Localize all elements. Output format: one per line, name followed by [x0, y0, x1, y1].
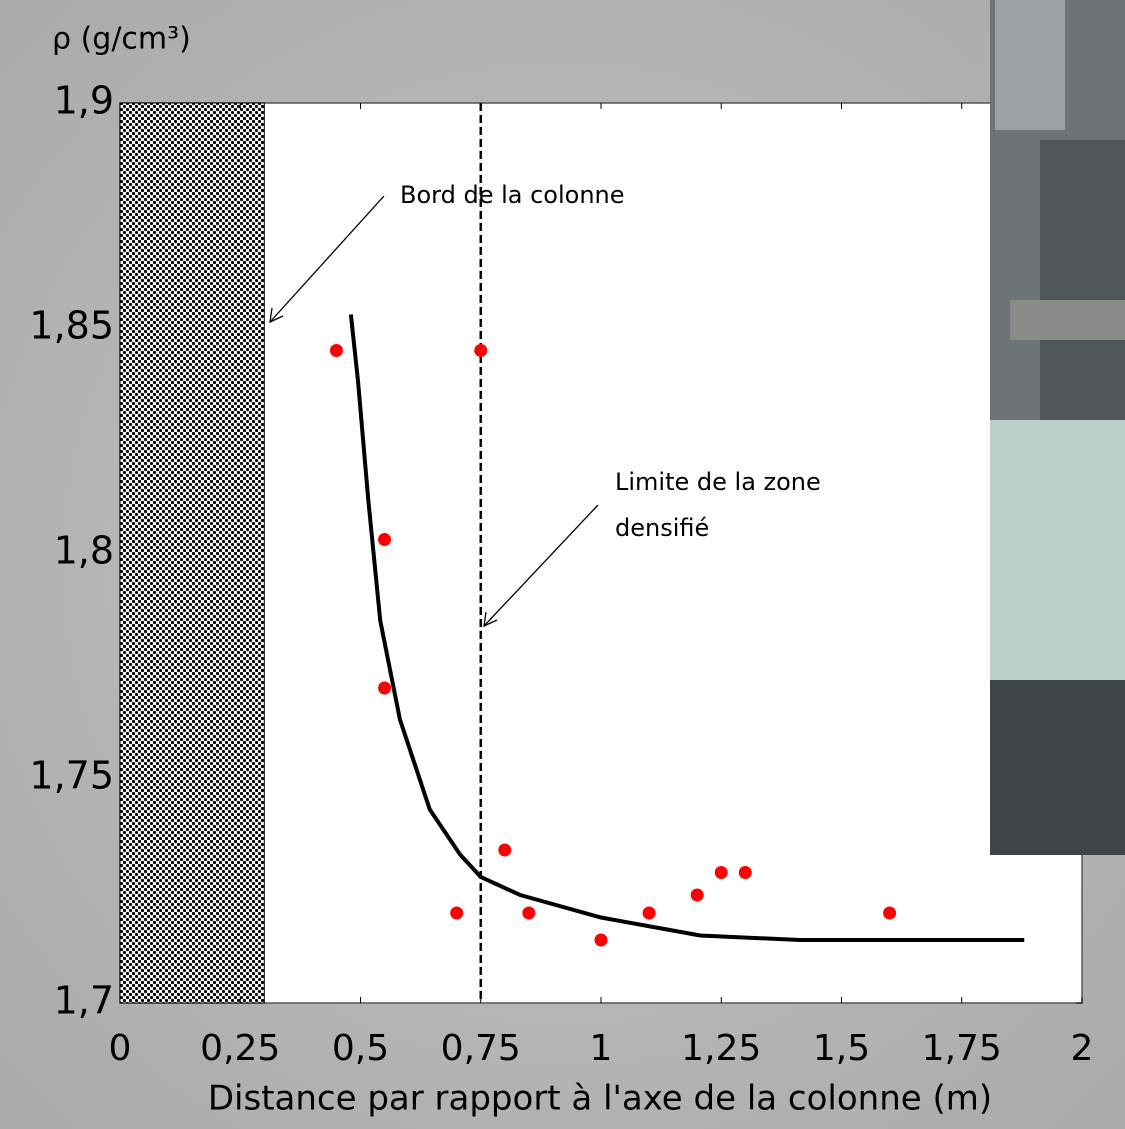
y-tick-label: 1,75: [29, 754, 114, 798]
photo: [990, 0, 1125, 855]
photo-part: [990, 680, 1125, 855]
x-tick-label: 0,25: [200, 1028, 280, 1069]
annotation: Bord de la colonne: [400, 181, 625, 209]
chart: ρ (g/cm³) Distance par rapport à l'axe d…: [0, 0, 1125, 1129]
x-tick-label: 0,75: [441, 1028, 521, 1069]
data-point: [691, 889, 704, 902]
y-tick-label: 1,7: [54, 979, 114, 1023]
photo-part: [995, 0, 1065, 130]
photo-part: [1010, 300, 1125, 340]
x-tick-label: 1,75: [922, 1028, 1002, 1069]
data-point: [330, 344, 343, 357]
photo-part: [1040, 140, 1125, 420]
x-tick-label: 1,25: [681, 1028, 761, 1069]
data-point: [595, 934, 608, 947]
y-tick-label: 1,9: [54, 79, 114, 123]
x-tick-label: 1,5: [813, 1028, 870, 1069]
x-axis-title: Distance par rapport à l'axe de la colon…: [208, 1079, 992, 1119]
data-point: [378, 682, 391, 695]
data-point: [522, 907, 535, 920]
photo-part: [990, 420, 1125, 680]
annotation: densifié: [615, 514, 709, 542]
data-point: [883, 907, 896, 920]
data-point: [474, 344, 487, 357]
annotation: Limite de la zone: [615, 468, 821, 496]
y-tick-label: 1,8: [54, 529, 114, 573]
x-tick-label: 2: [1071, 1028, 1094, 1069]
data-point: [739, 866, 752, 879]
data-point: [498, 844, 511, 857]
data-point: [450, 907, 463, 920]
data-point: [715, 866, 728, 879]
data-point: [378, 533, 391, 546]
x-tick-label: 1: [590, 1028, 613, 1069]
x-tick-label: 0,5: [332, 1028, 389, 1069]
x-tick-label: 0: [109, 1028, 132, 1069]
y-axis-title: ρ (g/cm³): [52, 22, 191, 57]
data-point: [643, 907, 656, 920]
page: {"chart_data": { "type": "scatter", "y_l…: [0, 0, 1125, 1129]
y-tick-label: 1,85: [29, 304, 114, 348]
column-wall: [120, 103, 264, 1003]
